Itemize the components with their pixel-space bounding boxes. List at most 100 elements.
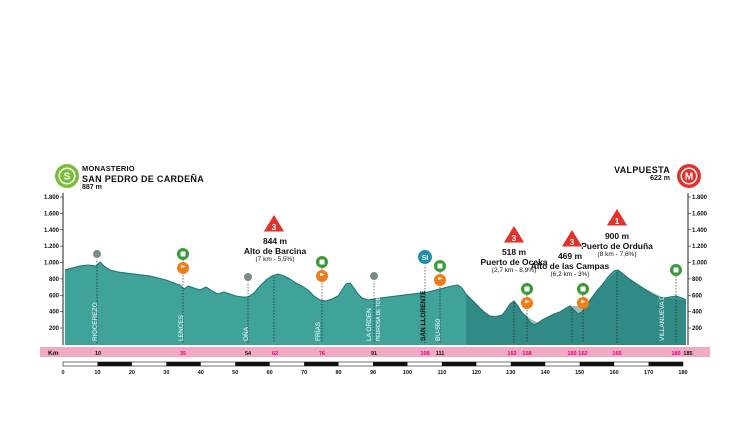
climb-altitude: 469 m [557, 251, 583, 261]
scale-segment [97, 362, 132, 366]
km-band-label: 150 [567, 351, 576, 357]
place-name: LENCES [178, 314, 185, 341]
y-tick-label: 1.800 [44, 195, 60, 201]
place-name: VILLANUEVA DE VALDEGOVIA [659, 247, 666, 341]
km-band-label: 62 [272, 351, 278, 357]
finish-location: VALPUESTA 622 m [614, 165, 670, 183]
y-tick-label: 1.200 [692, 244, 708, 250]
feed-zone-glyph [437, 263, 443, 269]
km-band-label: 108 [420, 351, 429, 357]
scale-label: 20 [129, 370, 135, 376]
scale-label: 50 [232, 370, 238, 376]
waypoint-icon [92, 249, 102, 259]
y-tick-label: 1.800 [692, 195, 708, 201]
km-band-label: 91 [371, 351, 377, 357]
feed-zone-glyph [319, 259, 325, 265]
climb-name: Alto de las Campas [530, 261, 610, 272]
scale-label: 100 [403, 370, 412, 376]
profile-markers: 3 3 3 1 SI [92, 207, 682, 343]
y-tick-label: 200 [692, 326, 703, 332]
sprint-flag-glyph [181, 265, 186, 271]
scale-segment [304, 362, 339, 366]
scale-label: 40 [198, 370, 204, 376]
km-band-label: 76 [319, 351, 325, 357]
scale-segment [166, 362, 201, 366]
sprint-icon [577, 297, 589, 309]
km-band-label: 111 [436, 351, 445, 357]
place-name: OÑA [241, 326, 250, 341]
scale-segment [373, 362, 408, 366]
climb-detail: (2,7 km - 8,9%) [491, 267, 537, 275]
climb-name: Puerto de Oceka [480, 257, 548, 268]
elevation-shading [466, 270, 686, 345]
feed-zone-glyph [180, 251, 186, 257]
km-band-label: 152 [507, 351, 516, 357]
y-tick-label: 800 [49, 277, 60, 283]
km-band-label: 35 [180, 351, 186, 357]
scale-label: 160 [610, 370, 619, 376]
scale-label: 110 [437, 370, 446, 376]
km-band-label: 10 [95, 351, 101, 357]
finish-badge-letter: M [685, 172, 693, 183]
waypoint-icon [243, 272, 253, 282]
climb-detail: (8 km - 7,6%) [597, 251, 637, 259]
feed-zone-glyph [673, 267, 679, 273]
km-band-label: 158 [522, 351, 531, 357]
y-tick-label: 800 [692, 277, 703, 283]
elevation-area [65, 262, 686, 345]
climb-label: 518 m Puerto de Oceka (2,7 km - 8,9%) [480, 247, 547, 275]
climb-altitude: 518 m [501, 247, 527, 257]
start-badge-icon: S [55, 164, 79, 188]
start-altitude: 887 m [82, 183, 102, 191]
km-band-label: 185 [683, 351, 692, 357]
scale-segment [510, 362, 546, 366]
scale-label: 120 [472, 370, 481, 376]
finish-altitude: 622 m [650, 175, 670, 183]
waypoint-icon [369, 271, 379, 281]
km-band-labels: 10 35 54 62 76 91 108 111 152 158 150 152 165 180 185 [95, 351, 693, 357]
km-band-label: 54 [245, 351, 252, 357]
scale-label: 30 [163, 370, 169, 376]
km-band-title: Km [48, 350, 59, 357]
scale-label: 90 [370, 370, 376, 376]
y-axis-left: 1.800 1.600 1.400 1.200 1.000 800 600 400 200 [44, 195, 63, 332]
scale-segment [235, 362, 270, 366]
bonus-sprint-icon [417, 249, 433, 265]
distance-scale-segments [97, 362, 683, 366]
place-name: FRÍAS [313, 321, 322, 341]
bonus-sprint-label: SI [422, 255, 429, 262]
place-name: PEDROSA DE TOBALINA [376, 282, 382, 341]
climb-category-number: 3 [272, 223, 277, 232]
climb-detail: (6,2 km - 3%) [550, 271, 590, 279]
distance-scale-labels: 0 10 20 30 40 50 60 70 80 90 100 110 120 130 140 150 160… [61, 370, 687, 376]
start-badge-letter: S [64, 172, 71, 183]
climb-name: Alto de Barcina [243, 246, 307, 257]
scale-label: 10 [94, 370, 100, 376]
finish-line1: VALPUESTA [614, 165, 670, 175]
climb-detail: (7 km - 5,5%) [255, 256, 295, 264]
climb-category-icon [502, 224, 526, 244]
y-tick-label: 1.000 [44, 261, 60, 267]
climb-category-icon [605, 207, 629, 227]
place-names: RIOCEREZO LENCES OÑA FRÍAS LA ORDEN PEDROSA D… [92, 247, 666, 341]
sprint-flag-glyph [581, 300, 586, 306]
finish-badge-icon: M [677, 164, 701, 188]
place-name: RIOCEREZO [92, 302, 99, 341]
y-tick-label: 600 [49, 293, 60, 299]
y-tick-label: 1.600 [692, 211, 708, 217]
y-axis-right: 1.800 1.600 1.400 1.200 1.000 800 600 400 200 [688, 195, 708, 332]
sprint-icon [316, 270, 328, 282]
y-tick-label: 600 [692, 293, 703, 299]
start-location: MONASTERIO SAN PEDRO DE CARDEÑA 887 m [82, 164, 205, 192]
scale-label: 70 [301, 370, 307, 376]
start-line2: SAN PEDRO DE CARDEÑA [82, 173, 205, 184]
climb-category-icon [560, 228, 584, 248]
climb-category-icon [262, 213, 286, 233]
scale-label: 130 [506, 370, 515, 376]
sprint-icon [521, 297, 533, 309]
y-tick-label: 1.400 [44, 228, 60, 234]
scale-label: 0 [61, 370, 64, 376]
y-tick-label: 200 [49, 326, 60, 332]
sprint-flag-glyph [438, 277, 443, 283]
